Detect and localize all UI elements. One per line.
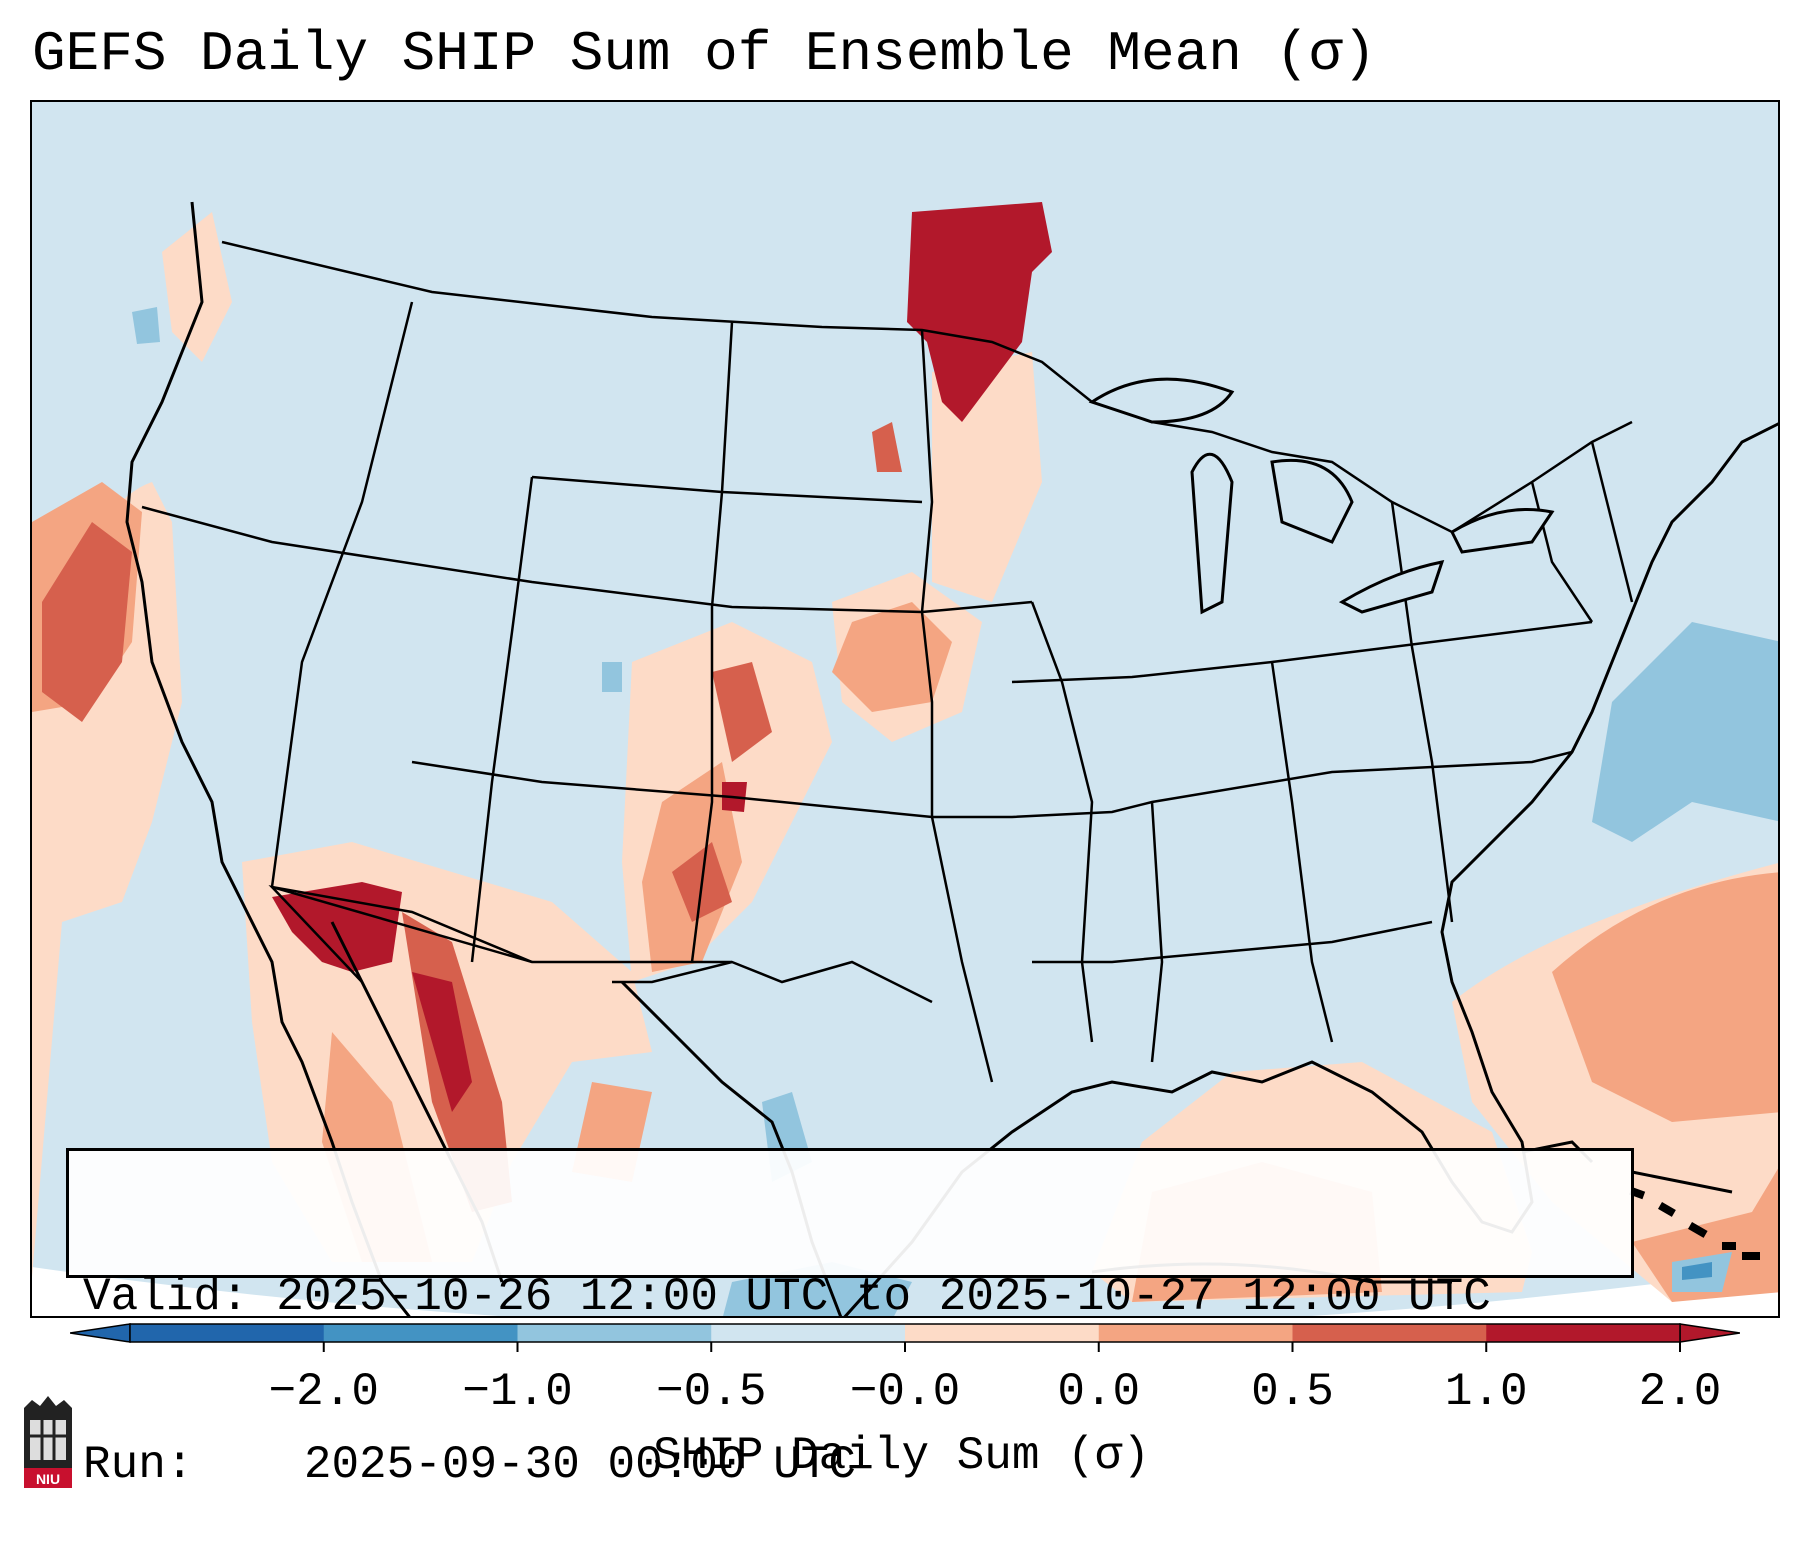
colorbar-segments xyxy=(70,1323,1740,1343)
colorbar-tick-label: 1.0 xyxy=(1444,1366,1528,1418)
colorbar-tick-label: 0.0 xyxy=(1057,1366,1141,1418)
anomaly-blue xyxy=(1682,1262,1712,1280)
run-label: Run: xyxy=(83,1439,194,1491)
colorbar-tick-label: 2.0 xyxy=(1638,1366,1722,1418)
logo-text: NIU xyxy=(36,1471,60,1487)
niu-logo-icon: NIU xyxy=(24,1396,72,1488)
colorbar-tick-label: −1.0 xyxy=(462,1366,573,1418)
colorbar-segment xyxy=(711,1324,906,1342)
colorbar-segment xyxy=(1292,1324,1487,1342)
colorbar-segment xyxy=(1098,1324,1293,1342)
map-canvas xyxy=(32,102,1778,1316)
run-value: 2025-09-30 00:00 UTC xyxy=(303,1439,856,1491)
run-row: Run: 2025-09-30 00:00 UTC xyxy=(83,1437,1617,1493)
map-title: GEFS Daily SHIP Sum of Ensemble Mean (σ) xyxy=(32,22,1377,86)
domain-edge xyxy=(32,1267,1778,1316)
colorbar-tick-label: −2.0 xyxy=(268,1366,379,1418)
colorbar-segment xyxy=(1486,1324,1681,1342)
colorbar-label: SHIP Daily Sum (σ) xyxy=(653,1430,1150,1482)
colorbar-extend-low xyxy=(70,1323,131,1343)
colorbar-extend-high xyxy=(1679,1323,1740,1343)
colorbar-segment xyxy=(323,1324,518,1342)
colorbar-segment xyxy=(905,1324,1100,1342)
colorbar-tick-label: 0.5 xyxy=(1251,1366,1334,1418)
colorbar-tick-label: −0.0 xyxy=(849,1366,961,1418)
valid-row: Valid: 2025-10-26 12:00 UTC to 2025-10-2… xyxy=(83,1269,1617,1325)
valid-label: Valid: xyxy=(83,1271,249,1323)
colorbar-ticks xyxy=(322,1342,1681,1352)
map-panel xyxy=(30,100,1780,1318)
colorbar-segment xyxy=(130,1324,325,1342)
colorbar-segment xyxy=(517,1324,712,1342)
colorbar-tick-label: −0.5 xyxy=(656,1366,767,1418)
great-lakes xyxy=(1088,377,1555,615)
valid-value: 2025-10-26 12:00 UTC to 2025-10-27 12:00… xyxy=(276,1271,1491,1323)
valid-run-info-box: Valid: 2025-10-26 12:00 UTC to 2025-10-2… xyxy=(66,1148,1634,1491)
colorbar xyxy=(70,1323,1740,1352)
